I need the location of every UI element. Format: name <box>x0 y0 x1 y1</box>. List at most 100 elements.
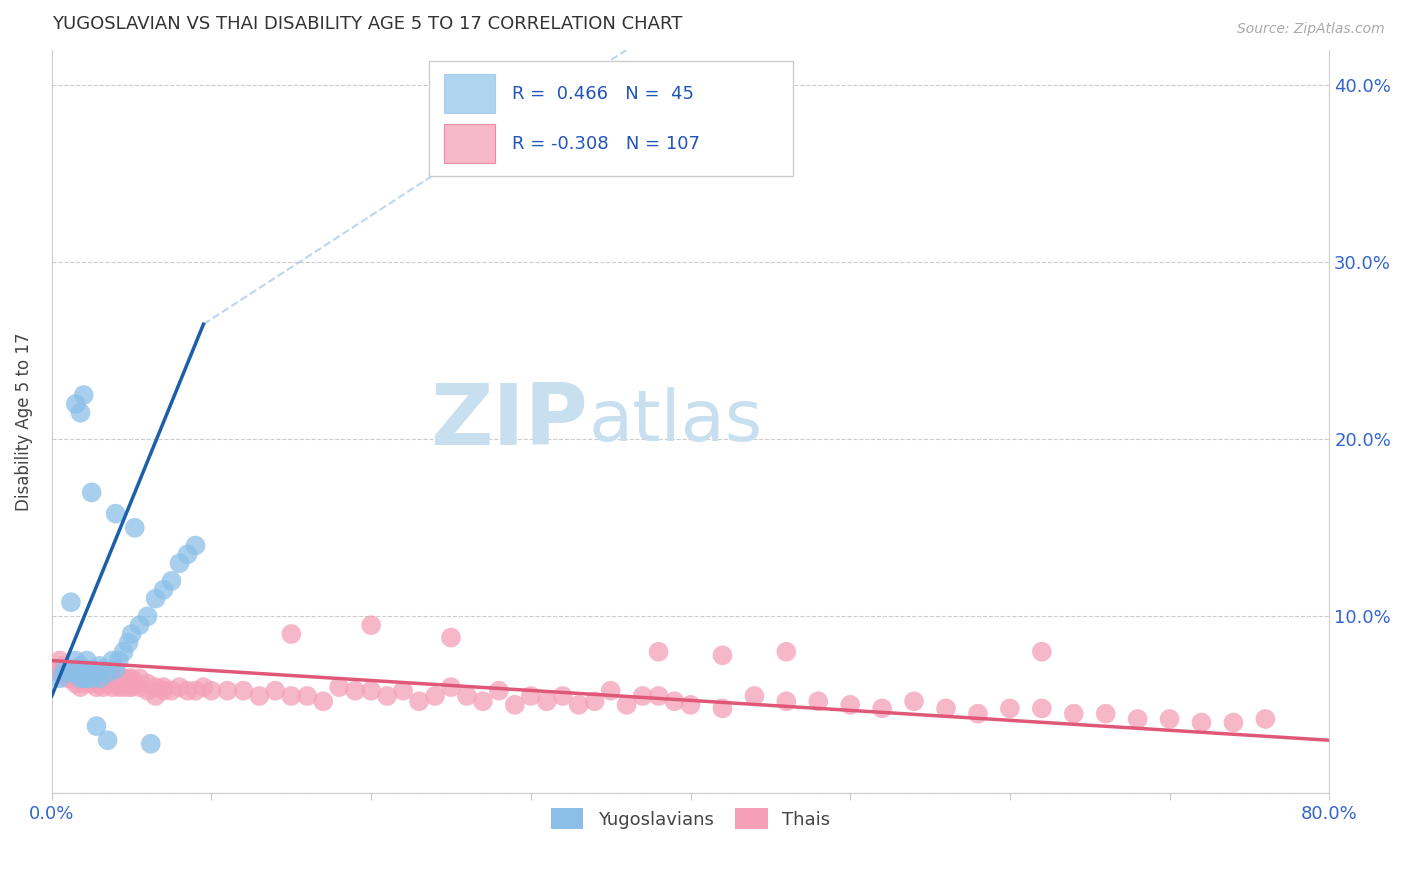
Point <box>67 665 90 680</box>
Point <box>1191 715 1213 730</box>
Point <box>1254 712 1277 726</box>
Point <box>647 689 669 703</box>
Point <box>59 665 82 680</box>
Point <box>136 676 159 690</box>
Point <box>193 680 215 694</box>
Point <box>297 689 319 703</box>
Point <box>280 689 302 703</box>
Point <box>152 680 174 694</box>
Point <box>86 719 108 733</box>
Point <box>89 659 111 673</box>
Point <box>65 665 87 680</box>
Point <box>503 698 526 712</box>
Legend: Yugoslavians, Thais: Yugoslavians, Thais <box>544 801 838 837</box>
Point <box>870 701 893 715</box>
Text: R =  0.466   N =  45: R = 0.466 N = 45 <box>512 85 693 103</box>
Point <box>536 694 558 708</box>
Point <box>121 680 143 694</box>
Point <box>647 645 669 659</box>
Point <box>176 683 198 698</box>
Point <box>97 733 120 747</box>
Point <box>998 701 1021 715</box>
Point <box>65 671 87 685</box>
Point <box>108 680 131 694</box>
Point <box>280 627 302 641</box>
Point <box>392 683 415 698</box>
Point <box>360 683 382 698</box>
Point <box>89 676 111 690</box>
Point <box>91 671 114 685</box>
Point <box>631 689 654 703</box>
Point <box>104 676 127 690</box>
Point <box>59 595 82 609</box>
Point <box>139 737 162 751</box>
Point <box>408 694 430 708</box>
Point <box>423 689 446 703</box>
Point <box>375 689 398 703</box>
Point <box>456 689 478 703</box>
Point <box>89 671 111 685</box>
Point <box>73 676 96 690</box>
Point <box>128 680 150 694</box>
Point <box>117 680 139 694</box>
Point <box>1031 701 1053 715</box>
Point <box>97 665 120 680</box>
Point <box>104 507 127 521</box>
Text: atlas: atlas <box>588 387 762 456</box>
Point <box>76 654 98 668</box>
Point <box>935 701 957 715</box>
Point <box>101 654 124 668</box>
Point <box>76 665 98 680</box>
Point <box>128 671 150 685</box>
Point <box>104 671 127 685</box>
Point <box>112 645 135 659</box>
Y-axis label: Disability Age 5 to 17: Disability Age 5 to 17 <box>15 333 32 511</box>
Point <box>1159 712 1181 726</box>
Point <box>48 671 70 685</box>
Point <box>967 706 990 721</box>
Point <box>97 671 120 685</box>
Point <box>56 671 79 685</box>
Point <box>86 680 108 694</box>
Point <box>101 671 124 685</box>
Point <box>1094 706 1116 721</box>
Point <box>1063 706 1085 721</box>
Point <box>91 662 114 676</box>
Point <box>101 680 124 694</box>
Point <box>599 683 621 698</box>
Point <box>583 694 606 708</box>
Point <box>136 609 159 624</box>
Point <box>744 689 766 703</box>
Point <box>76 671 98 685</box>
Point <box>65 662 87 676</box>
Point <box>145 689 167 703</box>
Point <box>440 631 463 645</box>
Point <box>56 662 79 676</box>
Text: R = -0.308   N = 107: R = -0.308 N = 107 <box>512 135 700 153</box>
Point <box>86 665 108 680</box>
Point <box>488 683 510 698</box>
Point <box>711 648 734 663</box>
Point <box>48 654 70 668</box>
Point <box>59 662 82 676</box>
Point <box>664 694 686 708</box>
Point <box>440 680 463 694</box>
Point <box>89 671 111 685</box>
Point <box>520 689 543 703</box>
Point <box>145 680 167 694</box>
Point <box>344 683 367 698</box>
Point <box>1031 645 1053 659</box>
Point <box>360 618 382 632</box>
Point <box>73 671 96 685</box>
Point <box>73 671 96 685</box>
Point <box>551 689 574 703</box>
Point <box>45 662 67 676</box>
Point <box>152 582 174 597</box>
Point <box>69 680 91 694</box>
Point <box>62 671 84 685</box>
Point <box>328 680 350 694</box>
Point <box>711 701 734 715</box>
Point <box>80 676 103 690</box>
Point <box>839 698 862 712</box>
Point <box>160 683 183 698</box>
